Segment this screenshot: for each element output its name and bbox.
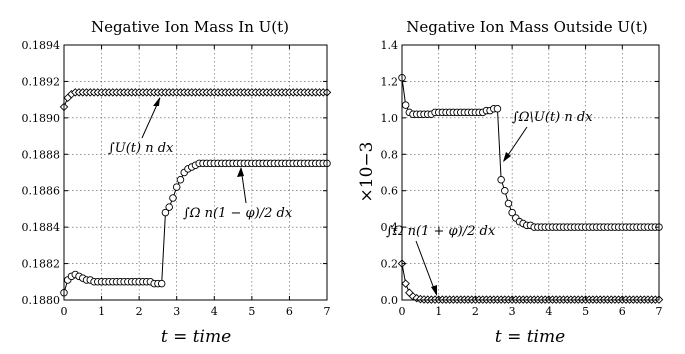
right-series-1-point-1 <box>401 279 410 288</box>
right-ytick-label-5: 1.0 <box>381 112 399 125</box>
right-xtick-label-1: 1 <box>435 305 442 318</box>
right-ytick-label-3: 0.6 <box>381 185 399 198</box>
left-annotation-2-arrow <box>237 167 247 204</box>
left-annotation-2: ∫Ω n(1 − φ)/2 dx <box>183 206 293 221</box>
left-series-1-point-26 <box>157 279 166 288</box>
right-ytick-label-4: 0.8 <box>381 148 399 161</box>
left-series-1-point-28 <box>165 203 173 211</box>
right-series-0-point-30 <box>508 208 516 217</box>
right-annotation-2-arrow <box>415 240 437 296</box>
left-chart-title: Negative Ion Mass In U(t) <box>91 18 289 36</box>
left-series-1-point-27 <box>161 208 170 217</box>
left-panel: Negative Ion Mass In U(t) 0 1 2 3 4 5 6 7 0.1880… <box>22 18 332 347</box>
right-plot-frame <box>401 44 660 301</box>
right-ytick-label-7: 1.4 <box>381 39 399 52</box>
right-annotation-1-arrow <box>503 126 528 162</box>
right-annotation-1: ∫Ω\U(t) n dx <box>512 110 593 125</box>
left-xtick-label-3: 3 <box>173 305 180 318</box>
left-series-1-point-30 <box>172 183 181 191</box>
left-xtick-label-6: 6 <box>286 305 293 318</box>
right-series-group <box>397 74 664 304</box>
right-series-0-point-28 <box>501 186 509 195</box>
right-chart-title: Negative Ion Mass Outside U(t) <box>406 18 647 36</box>
right-xtick-label-2: 2 <box>472 305 479 318</box>
left-xtick-label-7: 7 <box>324 305 331 318</box>
right-series-0-point-26 <box>493 104 502 113</box>
left-xtick-label-0: 0 <box>61 305 68 318</box>
right-ytick-label-6: 1.2 <box>381 75 399 88</box>
left-gridlines <box>64 45 327 300</box>
left-ytick-label-4: 0.1888 <box>22 148 61 161</box>
right-xtick-label-4: 4 <box>545 305 552 318</box>
left-series-group <box>59 88 332 297</box>
left-xtick-label-4: 4 <box>211 305 218 318</box>
right-xtick-label-7: 7 <box>656 305 663 318</box>
right-ytick-label-2: 0.4 <box>381 221 399 234</box>
left-plot-frame <box>63 44 328 301</box>
right-x-axis-label: t = time <box>495 327 565 347</box>
right-ytick-label-1: 0.2 <box>381 258 399 271</box>
left-ytick-label-2: 0.1884 <box>22 221 61 234</box>
right-series-0-point-27 <box>497 176 505 184</box>
right-series-1-line <box>401 263 659 301</box>
right-series-0-line <box>401 77 659 228</box>
left-series-1-line <box>63 162 327 293</box>
left-annotation-1: ∫U(t) n dx <box>108 141 174 156</box>
right-xtick-label-5: 5 <box>582 305 589 318</box>
left-x-axis-label: t = time <box>161 327 231 347</box>
right-xtick-label-0: 0 <box>399 305 406 318</box>
left-xtick-label-1: 1 <box>98 305 105 318</box>
right-y-axis-multiplier: ×10−3 <box>357 142 377 203</box>
left-ytick-label-6: 0.1892 <box>22 75 61 88</box>
left-xtick-label-5: 5 <box>248 305 255 318</box>
left-ytick-label-5: 0.1890 <box>22 112 61 125</box>
left-ytick-label-3: 0.1886 <box>22 185 61 198</box>
right-xtick-label-3: 3 <box>509 305 516 318</box>
right-series-0-point-29 <box>504 199 513 208</box>
right-ticks: 0 1 2 3 4 5 6 7 0.0 0.2 0.4 0.6 0.8 1.0 1.2 1.4 <box>381 39 663 318</box>
left-ytick-label-0: 0.1880 <box>22 294 61 307</box>
left-annotation-1-arrow <box>141 97 161 139</box>
right-panel: Negative Ion Mass Outside U(t) 0 1 2 3 4 5 6 70… <box>357 18 664 347</box>
right-xtick-label-6: 6 <box>619 305 626 318</box>
left-ytick-label-7: 0.1894 <box>22 39 61 52</box>
left-ticks: 0 1 2 3 4 5 6 7 0.1880 0.1882 0.1884 0.1886 0.1888 0.… <box>22 39 331 318</box>
left-ytick-label-1: 0.1882 <box>22 258 61 271</box>
right-ytick-label-0: 0.0 <box>381 294 399 307</box>
left-series-1-point-31 <box>176 176 185 184</box>
right-gridlines <box>402 45 659 300</box>
right-annotation-2: ∫Ω n(1 + φ)/2 dx <box>386 224 496 239</box>
left-xtick-label-2: 2 <box>136 305 143 318</box>
left-series-1-point-29 <box>169 194 177 202</box>
right-series-0-point-1 <box>401 101 410 109</box>
